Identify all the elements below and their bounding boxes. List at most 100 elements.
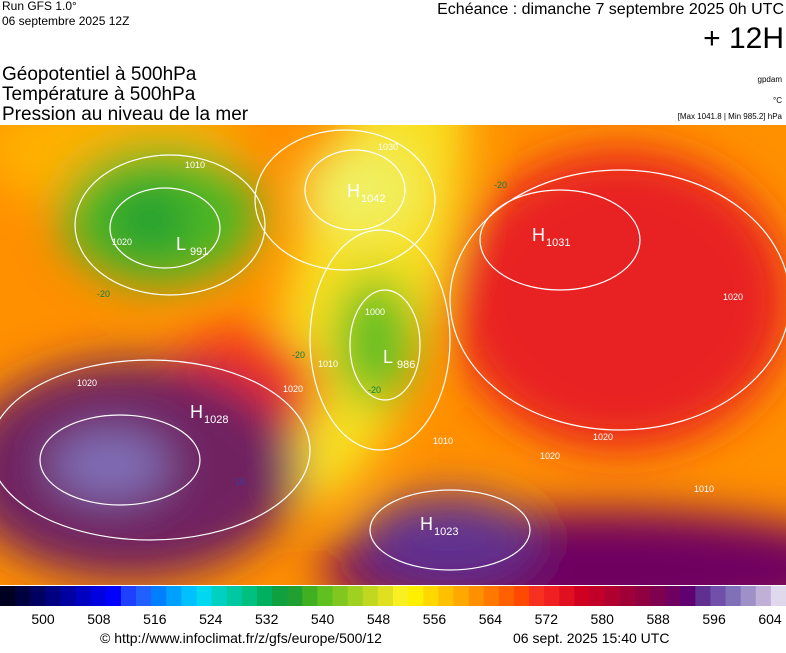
map: 1010 1020 1030 1000 1010 1020 1020 1010 … [0,125,786,585]
center-type: L [383,347,393,367]
color-bar-label: 604 [758,611,782,627]
source-url: © http://www.infoclimat.fr/z/gfs/europe/… [100,630,382,646]
color-bar-label: 532 [255,611,279,627]
lead-time: + 12H [703,22,784,55]
center-value: 986 [397,359,415,371]
color-swatch [680,586,696,606]
color-swatch [30,586,46,606]
isobar-label: 1010 [318,359,338,369]
color-swatch [120,586,137,606]
color-swatch [272,586,288,606]
color-swatch [377,586,394,606]
isotherm-label: -20 [292,350,305,360]
color-bar-label: 548 [367,611,391,627]
center-type: H [420,514,433,534]
center-type: H [347,181,360,201]
color-swatch [649,586,666,606]
isobar-label: 1010 [185,160,205,170]
color-swatch [634,586,651,606]
center-value: 991 [190,246,208,258]
center-value: 1023 [434,526,458,538]
center-value: 1031 [546,237,570,249]
color-bar-label: 564 [479,611,503,627]
isobar-label: 1020 [77,378,97,388]
color-swatch [90,586,107,606]
color-bar-label: 580 [591,611,615,627]
color-bar-label: 524 [199,611,223,627]
color-swatch [544,586,560,606]
color-swatch [438,586,454,606]
field-title: Température à 500hPa [2,84,196,105]
run-label: Run GFS 1.0° [2,0,77,13]
color-bar-label: 500 [31,611,55,627]
unit-label: [Max 1041.8 | Min 985.2] hPa [678,112,783,121]
forecast-time: Echéance : dimanche 7 septembre 2025 0h … [437,1,784,18]
color-swatch [710,586,727,606]
isobars [0,129,786,571]
color-bar-label: 572 [535,611,559,627]
field-title: Pression au niveau de la mer [2,104,249,125]
color-swatch [498,586,515,606]
color-swatch [665,586,681,606]
color-swatch [226,586,243,606]
isotherm-label: 10 [235,477,245,487]
color-swatch [604,586,621,606]
isobar-label: 1000 [365,307,385,317]
color-swatch [589,586,606,606]
color-swatch [151,586,167,606]
isobar-label: 1020 [112,237,132,247]
field-title: Géopotentiel à 500hPa [2,64,197,85]
isotherm-label: -20 [368,385,381,395]
color-swatch [105,586,122,606]
color-swatch [770,586,786,606]
isobar-label: 1030 [378,142,398,152]
isobar-label: 1010 [433,436,453,446]
color-swatch [725,586,742,606]
color-swatch [513,586,530,606]
center-type: H [532,225,545,245]
center-value: 1042 [361,193,385,205]
color-swatch [302,586,318,606]
color-bar-label: 508 [87,611,111,627]
color-swatch [181,586,197,606]
color-swatch [0,586,16,606]
color-swatch [347,586,364,606]
color-swatch [256,586,273,606]
center-type: H [190,402,203,422]
color-swatch [408,586,424,606]
color-swatch [211,586,228,606]
unit-label: gpdam [758,75,783,84]
color-swatch [45,586,61,606]
color-swatch [287,586,303,606]
color-swatch [166,586,182,606]
color-swatch [619,586,636,606]
color-swatch [453,586,470,606]
color-swatch [136,586,152,606]
isobar-label: 1020 [593,432,613,442]
isobar-label: 1010 [694,484,714,494]
isobar-label: 1020 [283,384,303,394]
color-bar-label: 540 [311,611,335,627]
color-bar-label: 596 [702,611,726,627]
timestamp: 06 sept. 2025 15:40 UTC [513,630,669,646]
color-swatch [196,586,213,606]
color-swatch [755,586,772,606]
color-bar-label: 588 [646,611,670,627]
center-value: 1028 [204,414,228,426]
color-bar-label: 516 [143,611,167,627]
color-swatch [468,586,485,606]
color-swatch [529,586,545,606]
color-swatch [15,586,31,606]
color-swatch [695,586,711,606]
color-swatch [423,586,439,606]
color-swatch [559,586,575,606]
color-swatch [60,586,77,606]
color-swatch [393,586,409,606]
color-bar: 500 508 516 524 532 540 548 556 564 572 580 588 596 6… [0,586,786,627]
color-swatch [483,586,500,606]
color-swatch [332,586,349,606]
color-bar-label: 556 [423,611,447,627]
isotherm-label: -20 [97,289,110,299]
